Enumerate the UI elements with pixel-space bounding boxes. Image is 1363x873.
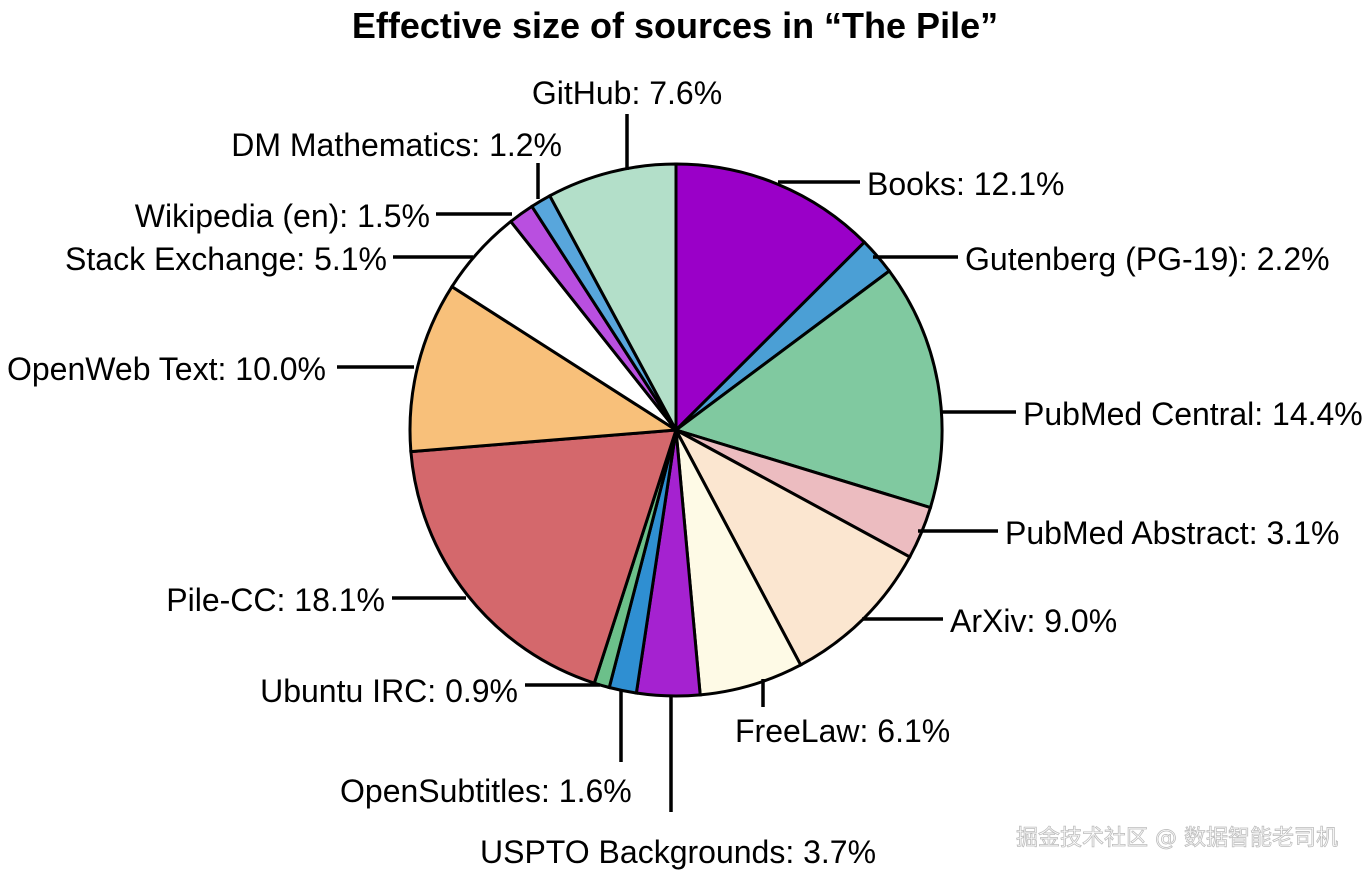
slice-label: GitHub: 7.6%	[532, 75, 722, 111]
slice-label: USPTO Backgrounds: 3.7%	[480, 834, 876, 870]
slice-label: FreeLaw: 6.1%	[735, 713, 950, 749]
slice-label: PubMed Central: 14.4%	[1023, 396, 1363, 432]
slice-label: Books: 12.1%	[867, 166, 1064, 202]
pie-slices	[408, 162, 944, 698]
slice-label: OpenSubtitles: 1.6%	[340, 773, 632, 809]
slice-label: Gutenberg (PG-19): 2.2%	[965, 241, 1330, 277]
chart-title: Effective size of sources in “The Pile”	[352, 5, 998, 46]
slice-label: ArXiv: 9.0%	[950, 603, 1117, 639]
slice-label: Wikipedia (en): 1.5%	[135, 198, 430, 234]
slice-label: OpenWeb Text: 10.0%	[7, 351, 326, 387]
slice-label: Pile-CC: 18.1%	[166, 582, 385, 618]
pie-slice-books	[674, 162, 867, 434]
leader-lines	[337, 114, 1016, 812]
pie-slice-github	[547, 162, 678, 431]
slice-labels: Books: 12.1% Gutenberg (PG-19): 2.2% PubMe…	[7, 75, 1363, 870]
slice-label: DM Mathematics: 1.2%	[231, 127, 562, 163]
pie-slice-pile-cc	[409, 428, 679, 686]
pie-slice-openweb-text	[408, 284, 681, 454]
watermark: 掘金技术社区 @ 数据智能老司机	[1016, 826, 1338, 851]
pie-slice-pubmed-central	[672, 268, 944, 510]
slice-label: Stack Exchange: 5.1%	[65, 241, 387, 277]
slice-label: PubMed Abstract: 3.1%	[1005, 515, 1339, 551]
slice-label: Ubuntu IRC: 0.9%	[260, 673, 518, 709]
